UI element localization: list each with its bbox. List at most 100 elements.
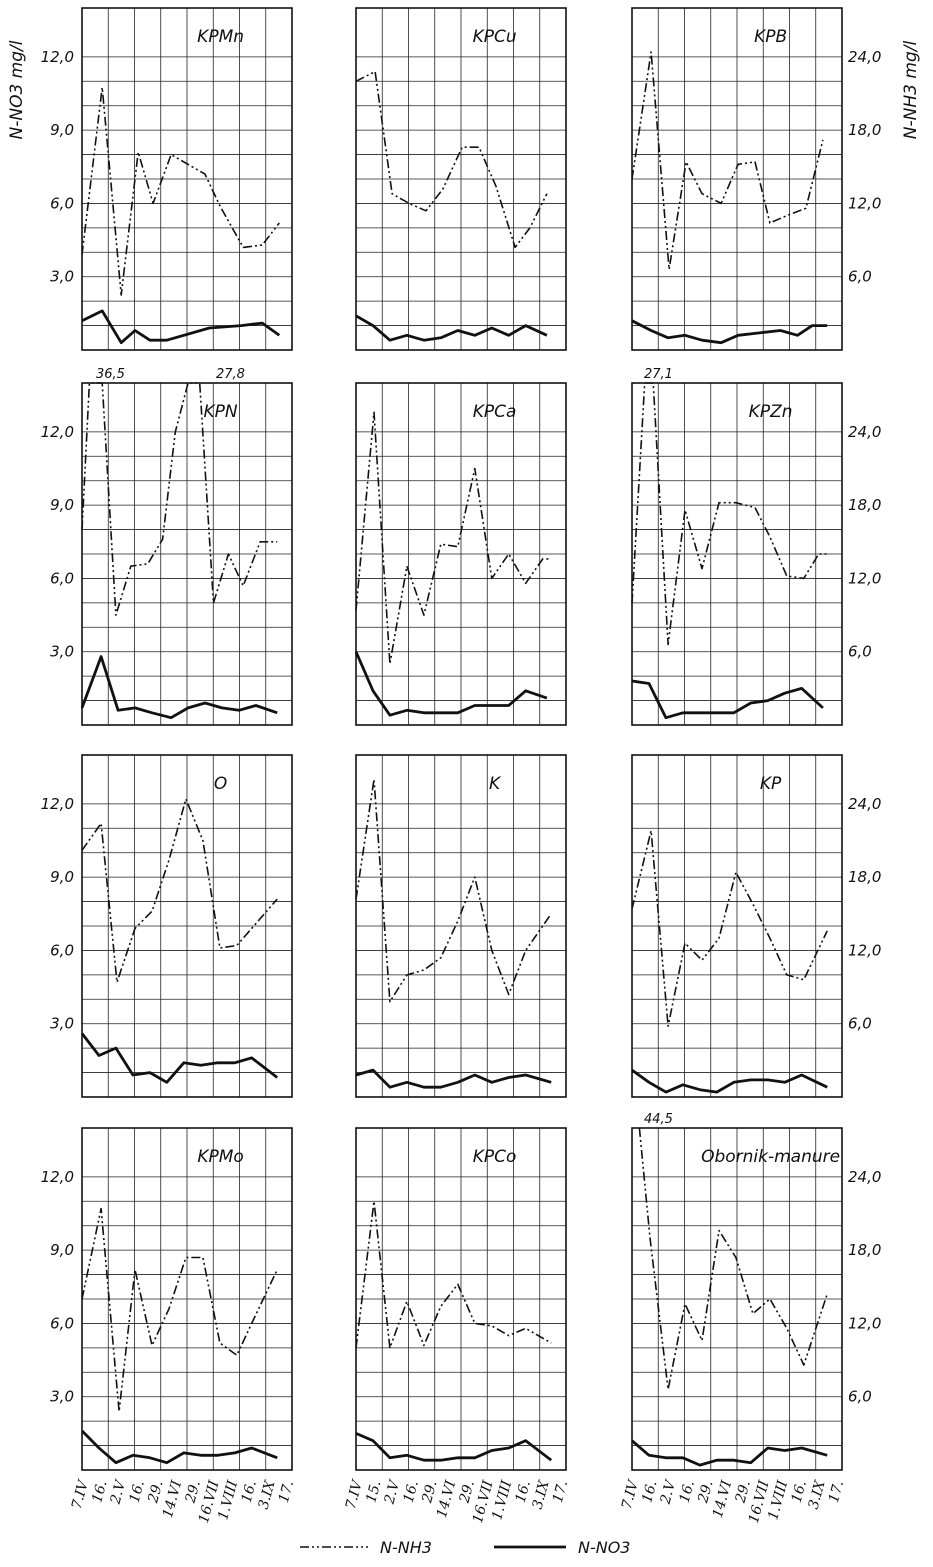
panel-obornik-manure-xtick: 16.: [639, 1479, 660, 1505]
panel-obornik-manure-ytick-right: 24,0: [848, 1168, 881, 1186]
panel-obornik-manure-xtick: 16.: [677, 1479, 698, 1505]
panel-o-title: O: [214, 774, 227, 794]
panel-kpn-series-n-nh3: [81, 382, 278, 616]
panel-kpn-annotation: 27,8: [216, 367, 245, 382]
panel-kpmn-series-n-nh3: [81, 86, 280, 296]
panel-kpco-xtick: 15.: [363, 1479, 384, 1505]
panel-kpmo-xtick: 29.: [182, 1479, 203, 1506]
panel-obornik-manure-ytick-right: 6,0: [848, 1388, 872, 1406]
panel-kpcu-title: KPCu: [473, 27, 517, 47]
panel-kpn-ytick-left: 3,0: [50, 643, 74, 661]
panel-kpca-series-n-nh3: [355, 411, 552, 665]
panel-kpzn-series-n-no3: [631, 679, 824, 720]
panel-kpmn-title: KPMn: [197, 27, 244, 47]
panel-obornik-manure-series-n-no3: [631, 1439, 828, 1467]
panel-kpmo-xtick: 29.: [145, 1479, 166, 1506]
panel-kpco-xtick: 16.: [401, 1479, 422, 1505]
panel-kpmo-xtick: 17.: [276, 1479, 297, 1505]
panel-kpco-title: KPCo: [473, 1147, 517, 1167]
panel-kpb-ytick-right: 24,0: [848, 48, 881, 66]
panel-kpmo-xtick: 3.IX: [256, 1478, 279, 1511]
panel-kpn-annotation: 36,5: [96, 367, 125, 382]
panel-obornik-manure-xtick: 29.: [732, 1479, 753, 1506]
panel-kpmo-xtick: 7.IV: [69, 1477, 92, 1511]
panel-kpn-ytick-left: 9,0: [50, 496, 74, 514]
panel-obornik-manure-xtick: 3.IX: [806, 1478, 829, 1511]
panel-o-series-n-no3: [80, 1032, 279, 1084]
panel-kpn-ytick-left: 6,0: [50, 569, 74, 587]
panel-kpn: KPN 3,0 6,0 9,0 12,0 36,5 27,8: [41, 367, 293, 726]
panel-kpb-ytick-right: 18,0: [848, 121, 881, 139]
panel-kpmn-ytick-left: 6,0: [50, 194, 74, 212]
panel-kpmo-xtick: 16.: [127, 1479, 148, 1505]
panel-kpzn: KPZn 6,0 12,0 18,0 24,0 27,1: [631, 367, 881, 726]
panel-kpca: KPCa: [354, 382, 567, 726]
panel-o-ytick-left: 12,0: [41, 795, 74, 813]
panel-kpmn: KPMn 3,0 6,0 9,0 12,0: [41, 7, 293, 351]
panel-kpmo-xtick: 16.: [89, 1479, 110, 1505]
panel-obornik-manure-annotation: 44,5: [644, 1112, 673, 1127]
panel-kpmo-ytick-left: 3,0: [50, 1388, 74, 1406]
panel-kp-series-n-no3: [631, 1068, 828, 1094]
panel-kpzn-ytick-right: 12,0: [848, 569, 881, 587]
panel-kp-frame: [631, 754, 843, 1098]
panel-kpcu-series-n-nh3: [355, 70, 548, 249]
right-axis-title: N-NH3 mg/l: [901, 41, 921, 140]
panel-kpzn-series-n-nh3: [631, 382, 828, 646]
panel-kpzn-annotation: 27,1: [644, 367, 673, 382]
panel-kpn-ytick-left: 12,0: [41, 423, 74, 441]
panel-kpn-title: KPN: [204, 402, 238, 422]
panel-obornik-manure: Obornik-manure6,012,018,024,044,57.IV16.…: [619, 1112, 882, 1525]
panel-kpzn-ytick-right: 24,0: [848, 423, 881, 441]
panel-kpmn-frame: [81, 7, 293, 351]
panel-kpmo-series-n-no3: [81, 1429, 278, 1465]
panel-k-series-n-no3: [355, 1068, 552, 1089]
panel-kpb: KPB 6,0 12,0 18,0 24,0: [631, 7, 881, 351]
panel-kpca-frame: [355, 382, 567, 726]
panel-kpco-series-n-nh3: [355, 1200, 552, 1349]
panel-kpb-title: KPB: [754, 27, 787, 47]
panel-kpb-series-n-nh3: [631, 51, 824, 271]
panel-obornik-manure-title: Obornik-manure: [701, 1147, 840, 1167]
panel-kp-ytick-right: 18,0: [848, 868, 881, 886]
panel-kpcu-series-n-no3: [355, 314, 548, 342]
panel-k-series-n-nh3: [355, 778, 552, 1003]
panel-kpco-xtick: 29.: [456, 1479, 477, 1506]
panel-kpmn-ytick-left: 12,0: [41, 48, 74, 66]
panel-kpzn-frame: [631, 382, 843, 726]
panel-o-ytick-left: 9,0: [50, 868, 74, 886]
panel-kpco-series-n-no3: [355, 1432, 553, 1462]
panel-obornik-manure-xtick: 17.: [826, 1479, 847, 1505]
panel-o-series-n-nh3: [81, 798, 278, 984]
panel-kpca-title: KPCa: [473, 402, 517, 422]
left-axis-title: N-NO3 mg/l: [7, 40, 27, 139]
panel-kpn-frame: [81, 382, 293, 726]
panel-kp-ytick-right: 24,0: [848, 795, 881, 813]
panel-kpco-xtick: 7.IV: [343, 1477, 366, 1511]
panel-kpmn-ytick-left: 9,0: [50, 121, 74, 139]
panel-kp-ytick-right: 6,0: [848, 1015, 872, 1033]
panel-k-title: K: [489, 774, 502, 794]
panel-kpco-xtick: 17.: [550, 1479, 571, 1505]
panel-kpmn-series-n-no3: [81, 309, 281, 345]
panel-kp: KP 6,0 12,0 18,0 24,0: [631, 754, 881, 1098]
panel-kpmo-xtick: 16.: [239, 1479, 260, 1505]
panel-kp-title: KP: [760, 774, 782, 794]
panel-kpb-series-n-no3: [631, 319, 828, 345]
panel-kp-series-n-nh3: [631, 829, 828, 1027]
panel-kpmo-title: KPMo: [197, 1147, 243, 1167]
panel-kpmo: KPMo3,06,09,012,07.IV16.2.V16.29.14.VI29…: [41, 1127, 297, 1525]
panel-kpb-ytick-right: 12,0: [848, 194, 881, 212]
panel-kpcu: KPCu: [355, 7, 567, 351]
legend-nh3-label: N-NH3: [380, 1538, 432, 1557]
panel-k-frame: [355, 754, 567, 1098]
panel-kpb-ytick-right: 6,0: [848, 268, 872, 286]
panel-obornik-manure-xtick: 16.: [789, 1479, 810, 1505]
panel-kpmo-ytick-left: 12,0: [41, 1168, 74, 1186]
panel-kpzn-title: KPZn: [749, 402, 793, 422]
panel-kpmo-ytick-left: 9,0: [50, 1241, 74, 1259]
panel-kpmn-ytick-left: 3,0: [50, 268, 74, 286]
panel-o-frame: [81, 754, 293, 1098]
